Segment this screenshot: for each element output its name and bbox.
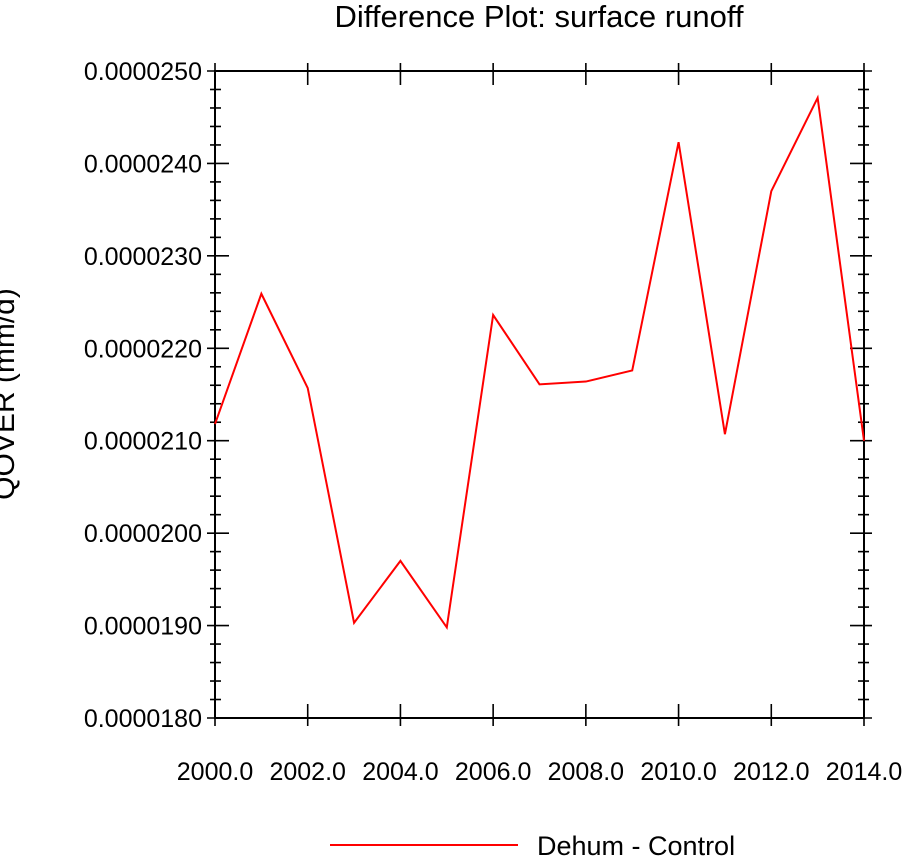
axis-ticks	[207, 63, 872, 726]
y-tick-labels: 0.0000180 0.0000190 0.0000200 0.0000210 0.00…	[84, 58, 202, 733]
y-tick-label: 0.0000220	[84, 335, 202, 363]
y-tick-label: 0.0000180	[84, 705, 202, 733]
x-tick-label: 2010.0	[640, 758, 716, 786]
legend-label-dehum-control: Dehum - Control	[537, 831, 735, 857]
y-tick-label: 0.0000200	[84, 520, 202, 548]
y-axis-label: QOVER (mm/d)	[0, 288, 21, 500]
x-tick-label: 2004.0	[362, 758, 438, 786]
x-tick-label: 2008.0	[548, 758, 624, 786]
x-tick-labels: 2000.0 2002.0 2004.0 2006.0 2008.0 2010.0 2012…	[177, 758, 902, 786]
x-tick-label: 2000.0	[177, 758, 253, 786]
y-tick-label: 0.0000250	[84, 58, 202, 86]
x-tick-label: 2014.0	[826, 758, 902, 786]
plot-frame	[214, 70, 865, 719]
y-tick-label: 0.0000190	[84, 613, 202, 641]
y-tick-label: 0.0000240	[84, 150, 202, 178]
series-group	[214, 94, 865, 631]
y-tick-label: 0.0000210	[84, 428, 202, 456]
chart-title: Difference Plot: surface runoff	[335, 0, 744, 34]
x-tick-label: 2012.0	[733, 758, 809, 786]
y-tick-label: 0.0000230	[84, 243, 202, 271]
x-tick-label: 2006.0	[455, 758, 531, 786]
legend: Dehum - Control	[330, 831, 735, 857]
x-tick-label: 2002.0	[269, 758, 345, 786]
series-line-0	[214, 94, 865, 631]
